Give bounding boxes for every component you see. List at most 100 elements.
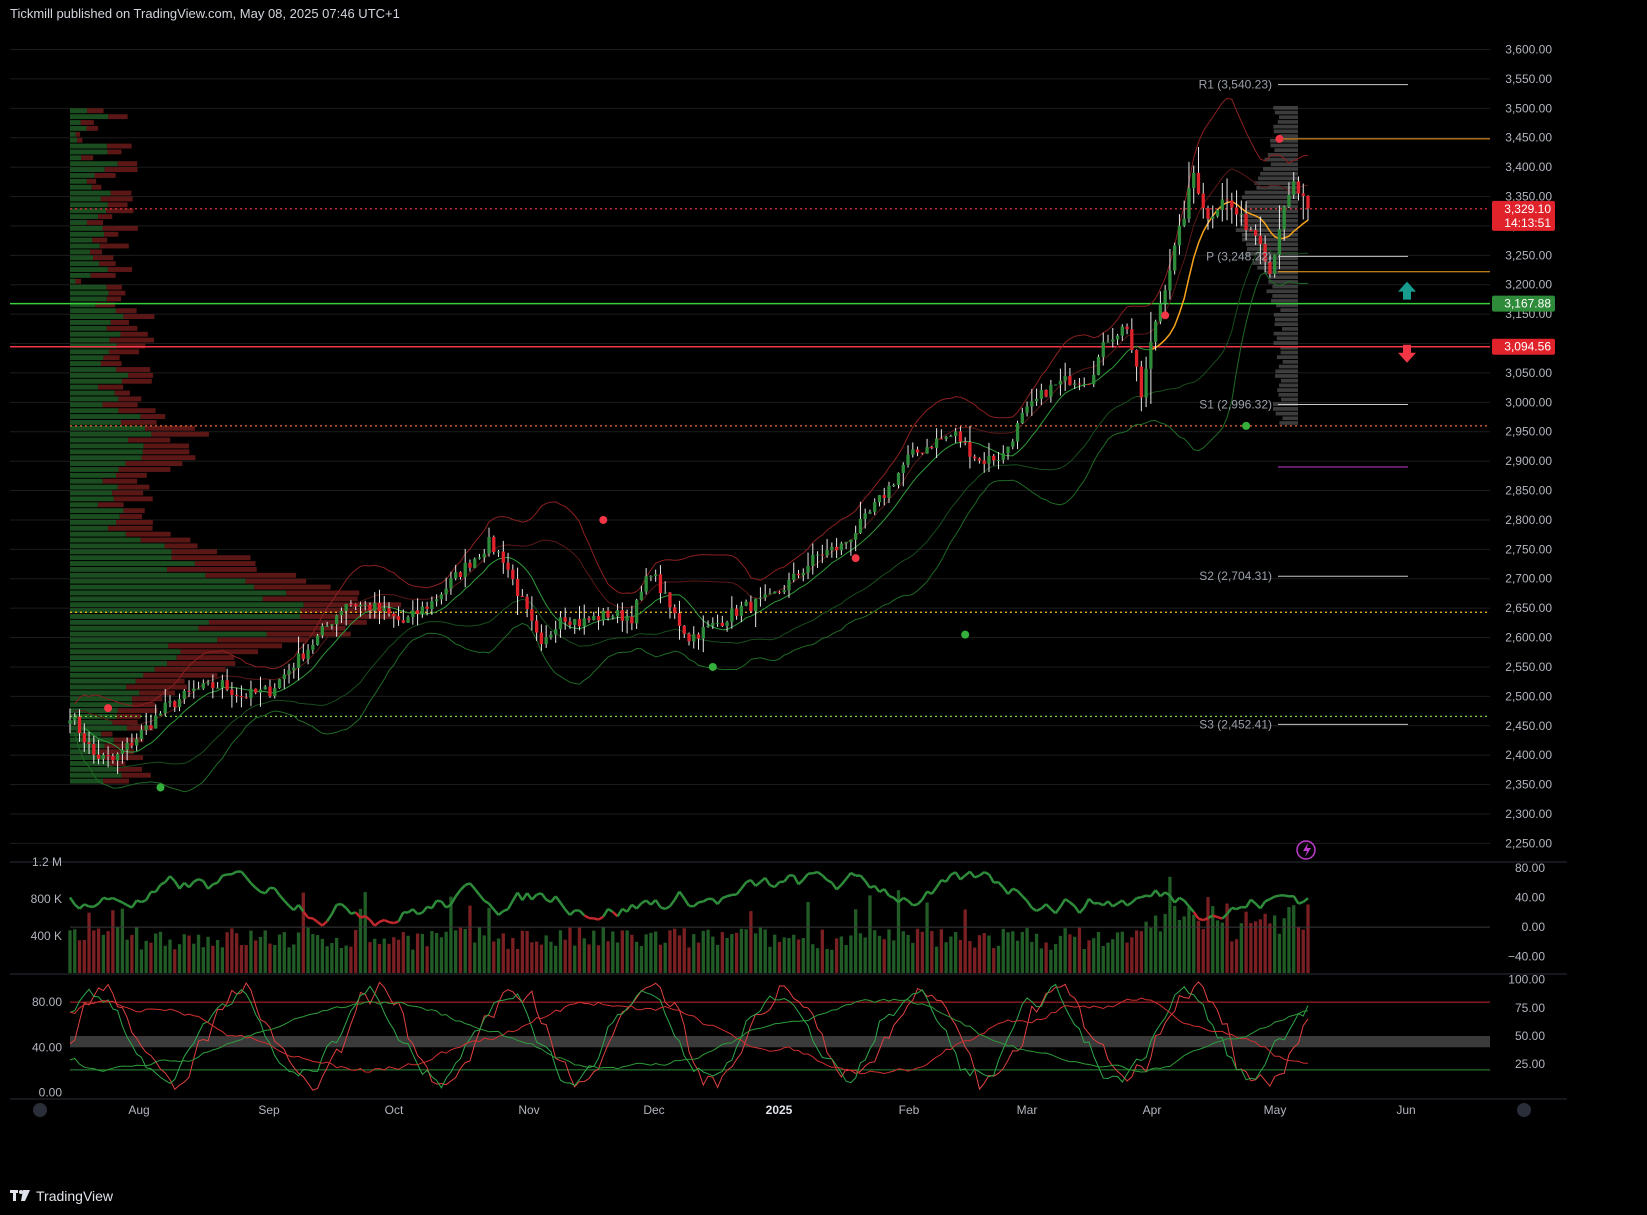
volume-bar (934, 946, 939, 973)
volume-bar (1192, 914, 1196, 973)
candle-body (754, 598, 758, 612)
candle-body (558, 617, 563, 630)
profile-bar-up (70, 402, 103, 408)
chart-frame[interactable]: R1 (3,540.23) P (3,248.22) S1 (2,996.32) S2… (10, 26, 1567, 1178)
volume-bar (434, 933, 439, 973)
momentum-line (216, 874, 224, 884)
momentum-line (1059, 898, 1067, 908)
momentum-line (107, 896, 114, 901)
candle-body (492, 537, 496, 552)
profile-bar-down (90, 272, 116, 278)
profile-bar-up (70, 331, 121, 337)
volume-bar (796, 939, 801, 973)
profile-bar-down (89, 249, 103, 255)
volume-bar (930, 931, 934, 973)
candle-body (168, 701, 172, 703)
volume-bar (663, 942, 667, 973)
volume-bar (506, 948, 510, 973)
profile-bar-up (70, 561, 195, 566)
profile-bar-down (116, 519, 153, 525)
momentum-line (383, 918, 390, 924)
volume-bar (239, 945, 244, 973)
profile-bar-down (99, 261, 116, 267)
candle-body (554, 629, 558, 635)
price-axis-tick: 2,950.00 (1505, 425, 1552, 439)
candle-body (1196, 172, 1201, 194)
candle-body (1234, 207, 1239, 215)
profile-bar-down (166, 566, 257, 572)
price-chart[interactable]: R1 (3,540.23) P (3,248.22) S1 (2,996.32) S2… (10, 26, 1567, 1178)
profile-bar-up (70, 314, 124, 320)
momentum-line (1183, 899, 1190, 908)
candle-body (1296, 181, 1301, 194)
momentum-line (93, 902, 100, 908)
candle-body (673, 607, 677, 614)
session-profile-bar (1270, 143, 1298, 148)
profile-bar-down (121, 772, 151, 778)
profile-bar-down (106, 208, 134, 214)
volume-bar (992, 948, 996, 973)
candle-body (815, 554, 820, 556)
inner-upper-band (74, 168, 1309, 726)
volume-pane[interactable]: 1.2 M 800 K 400 K 80.00 40.00 0.00 −40.00 (10, 855, 1567, 973)
momentum-line (1212, 914, 1218, 919)
volume-bar (135, 927, 139, 973)
oscillator-pane[interactable]: 80.00 40.00 0.00 100.00 75.00 50.00 25.00 (10, 973, 1567, 1100)
candle-body (201, 683, 205, 689)
volume-bar (1073, 936, 1077, 973)
session-profile-bar (1279, 134, 1298, 138)
profile-bar-up (70, 278, 76, 284)
candle-body (534, 620, 539, 633)
volume-bar (658, 944, 663, 973)
momentum-line (326, 913, 333, 922)
momentum-line (126, 904, 133, 909)
candles[interactable] (68, 147, 1310, 774)
candle-body (1206, 208, 1210, 219)
momentum-line (1259, 900, 1267, 910)
momentum-line (478, 894, 486, 902)
momentum-line (483, 899, 490, 905)
momentum-line (968, 870, 976, 879)
volume-bar (273, 945, 277, 973)
volume-bar (1058, 935, 1063, 973)
candle-body (73, 716, 77, 721)
candle-body (444, 588, 448, 595)
time-axis[interactable]: Aug Sep Oct Nov Dec 2025 Feb Mar Apr May Jun (10, 1098, 1567, 1117)
volume-bar (1249, 922, 1253, 973)
zoom-button[interactable] (33, 1103, 47, 1117)
volume-bar (477, 927, 482, 973)
momentum-line (340, 903, 347, 909)
profile-bar-down (110, 190, 132, 196)
volume-bar (1106, 942, 1110, 973)
momentum-line (660, 906, 666, 911)
volume-bar (1177, 919, 1182, 973)
price-axis-tick: 2,350.00 (1505, 778, 1552, 792)
momentum-line (350, 911, 357, 915)
candle-body (730, 608, 734, 623)
profile-bar-down (128, 437, 171, 443)
momentum-line (193, 878, 200, 883)
momentum-line (1036, 907, 1042, 913)
momentum-line (506, 900, 514, 910)
volume-bar (373, 938, 377, 973)
candle-body (382, 608, 386, 612)
profile-bar-up (70, 343, 117, 349)
momentum-line (583, 914, 590, 920)
profile-bar-down (266, 631, 351, 637)
volume-bar (115, 927, 120, 973)
candle-body (82, 733, 86, 743)
auto-scale-button[interactable] (1517, 1103, 1531, 1117)
pivot-label: R1 (3,540.23) (1199, 78, 1272, 92)
candle-body (282, 674, 286, 680)
volume-bar (487, 907, 491, 973)
oscillator-axis-tick: 40.00 (32, 1040, 62, 1054)
volume-bar (539, 944, 544, 973)
candle-body (639, 591, 644, 600)
volume-bar (734, 932, 739, 973)
volume-bar (977, 935, 982, 973)
momentum-line (321, 920, 328, 927)
volume-bar (863, 937, 867, 973)
candle-body (1025, 406, 1029, 413)
candle-body (111, 756, 115, 761)
session-profile-bar (1282, 360, 1298, 364)
